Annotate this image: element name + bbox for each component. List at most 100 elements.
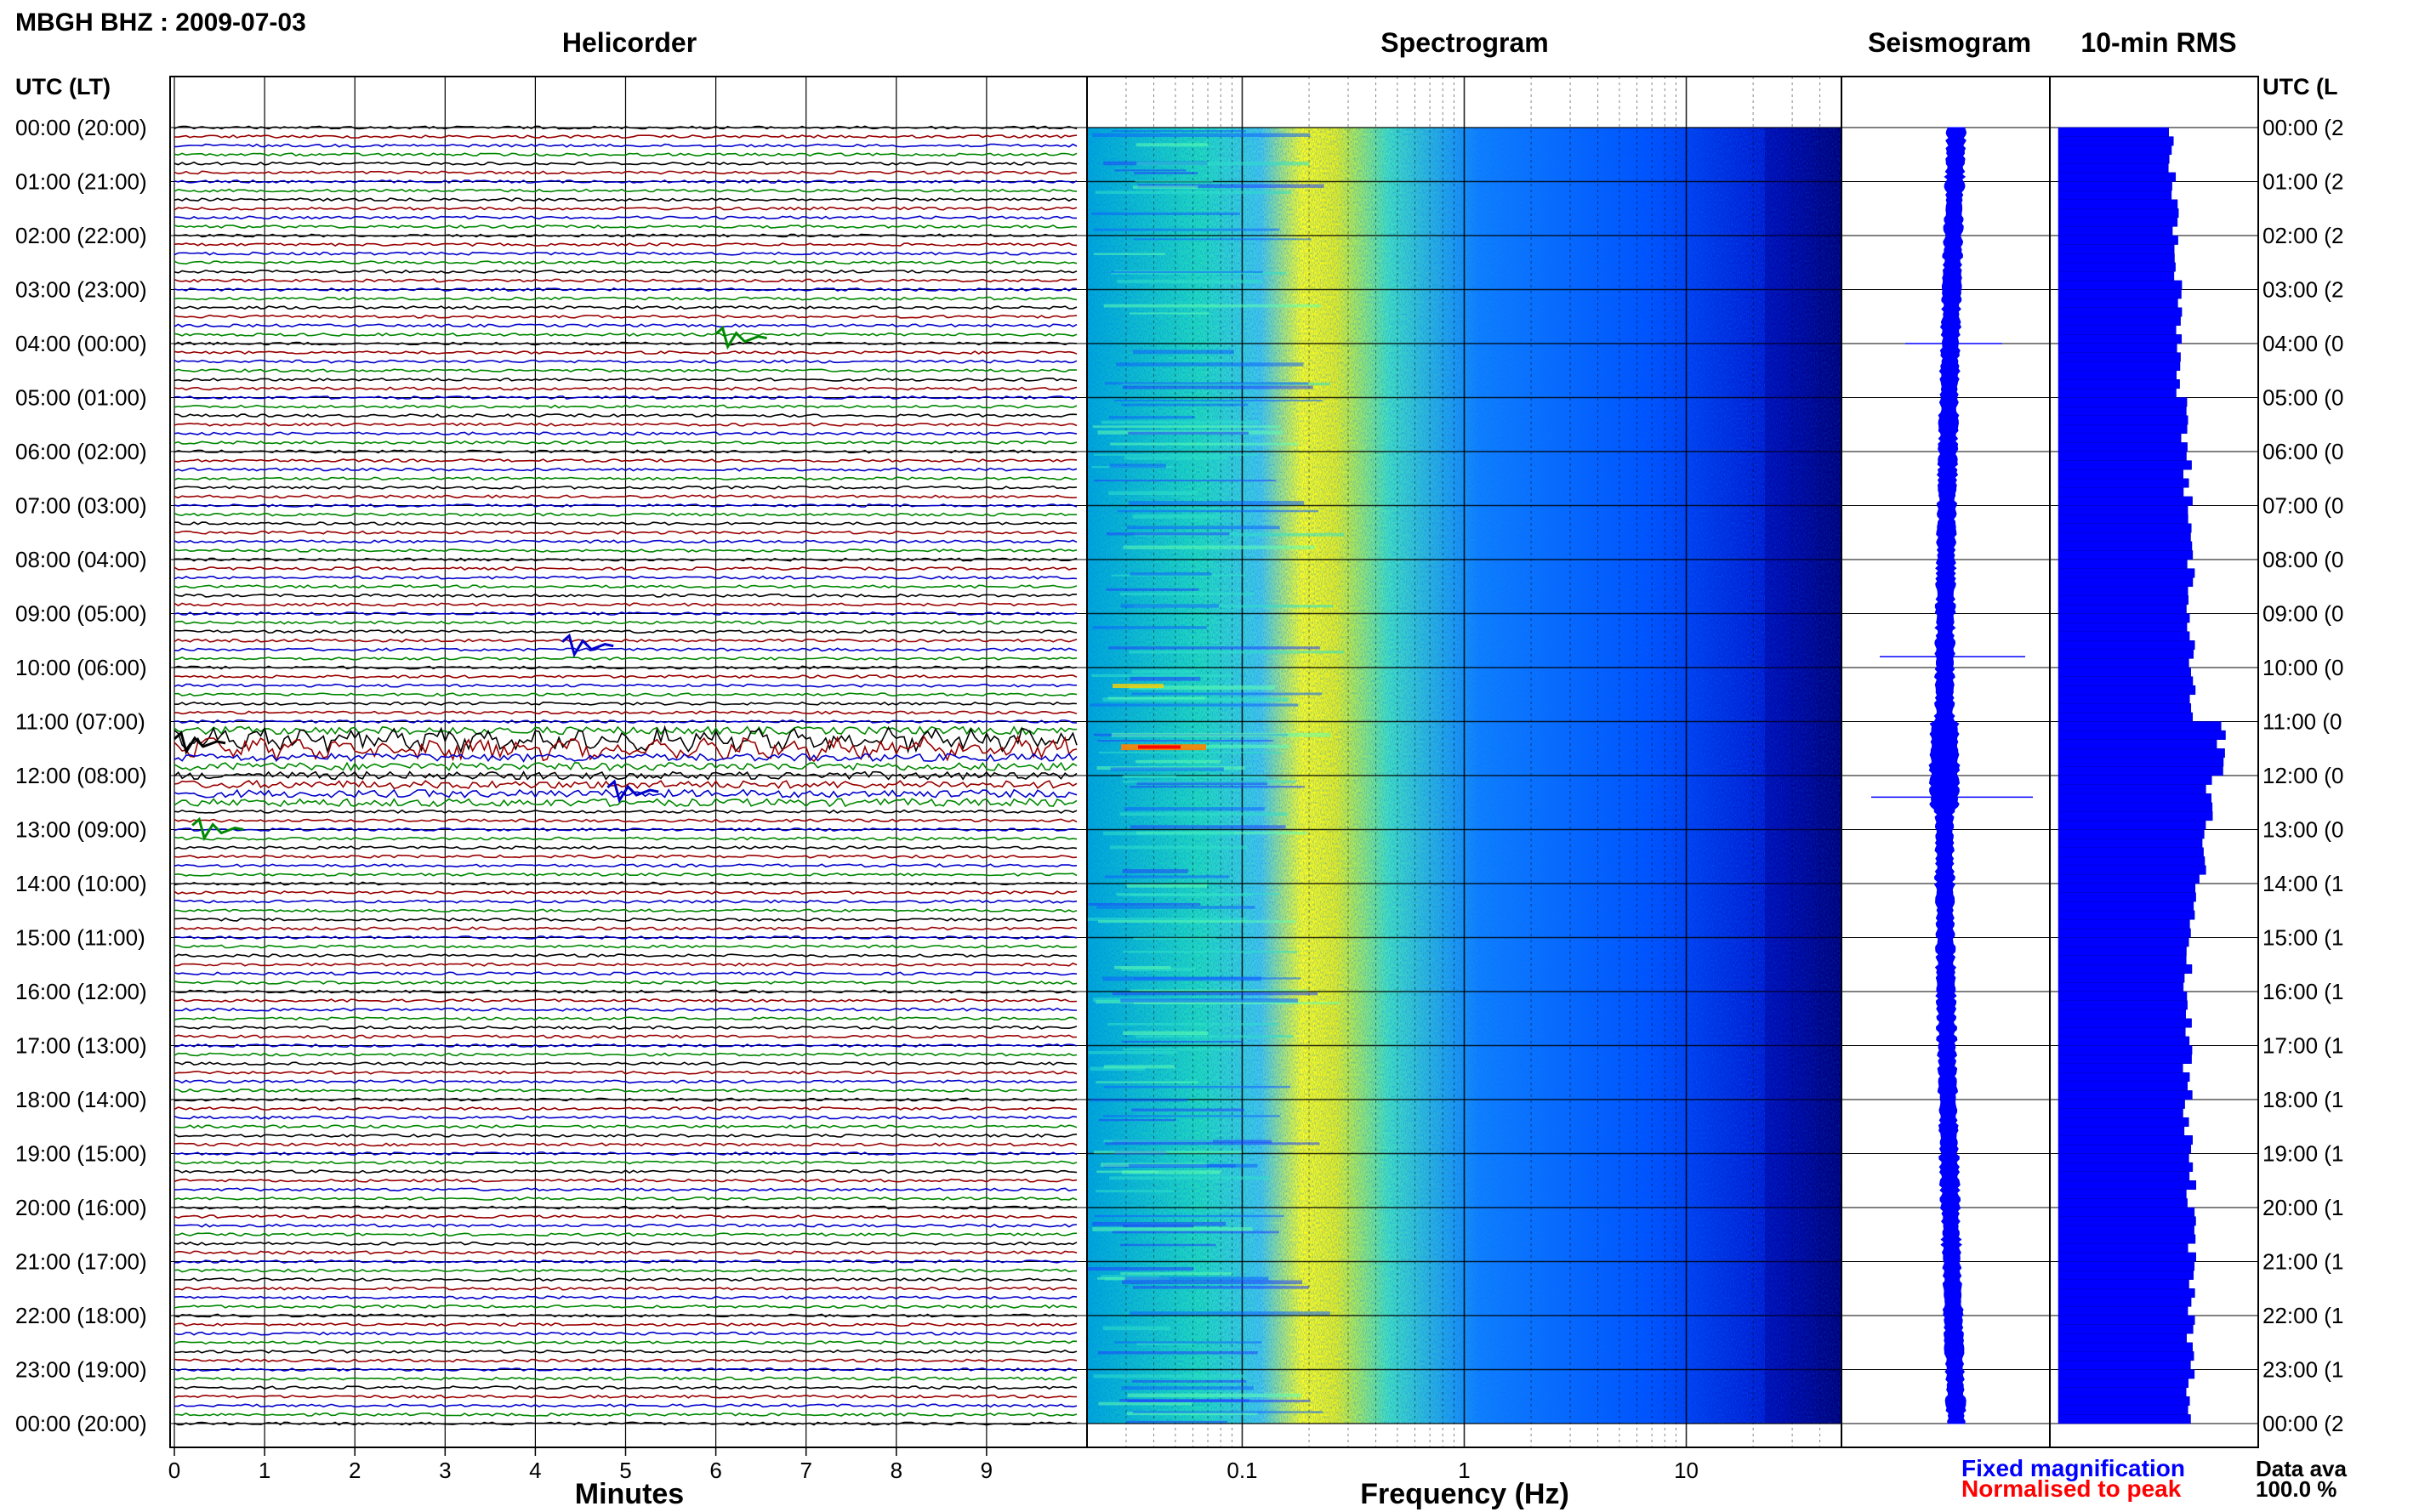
spectrogram-streak (1111, 732, 1331, 737)
spectrogram-streak (1130, 786, 1305, 788)
spectrogram-streak (1108, 416, 1195, 419)
spectrogram-streak (1092, 1221, 1227, 1226)
helicorder-trace (174, 863, 1078, 868)
axis-ticks: 0 1 2 3 4 5 6 7 8 9 0.1 1 10 (168, 1447, 1699, 1483)
spectrogram-streak (1093, 1374, 1246, 1378)
spectrogram-streak (1129, 501, 1305, 505)
spectrogram-streak (1102, 1326, 1170, 1331)
spectrogram-streak (1093, 253, 1166, 255)
spectrogram-streak (1129, 651, 1344, 654)
minute-tick-label: 8 (891, 1458, 902, 1483)
spectrogram-streak (1103, 1115, 1281, 1117)
helicorder-trace (174, 1286, 1078, 1291)
utc-time-label-right: 21:00 (1 (2262, 1249, 2343, 1275)
helicorder-trace (174, 881, 1078, 886)
spectrogram-streak (1133, 1002, 1340, 1004)
spectrogram-streak (1092, 425, 1280, 429)
spectrogram-streak (1132, 514, 1221, 519)
helicorder-trace (174, 1232, 1078, 1237)
helicorder-trace (174, 1358, 1078, 1363)
helicorder-trace (174, 1151, 1078, 1156)
spectrogram-streak (1130, 572, 1212, 576)
helicorder-trace (174, 836, 1078, 841)
helicorder-trace (174, 1412, 1078, 1417)
spectrogram-streak (1095, 190, 1292, 194)
spectrogram-streak (1119, 1399, 1249, 1402)
spectrogram-streak (1121, 1386, 1254, 1390)
helicorder-trace (174, 512, 1077, 517)
spectrogram-streak (1121, 967, 1195, 972)
minute-tick-label: 1 (259, 1458, 270, 1483)
spectrogram-streak (1132, 350, 1234, 355)
helicorder-trace (174, 926, 1078, 931)
helicorder-trace (174, 710, 1078, 715)
spectrogram-streak (1116, 892, 1280, 895)
spectrogram-features (1087, 128, 1841, 1424)
utc-time-label-right: 16:00 (1 (2262, 979, 2343, 1004)
helicorder-trace (174, 359, 1078, 364)
helicorder-event (174, 730, 226, 755)
helicorder-trace (174, 962, 1078, 967)
utc-time-label: 08:00 (04:00) (15, 547, 147, 572)
helicorder-trace (174, 1106, 1077, 1111)
helicorder-trace (174, 908, 1078, 913)
helicorder-trace (174, 770, 1078, 781)
helicorder-trace (174, 692, 1078, 697)
helicorder-trace (174, 657, 1078, 661)
minute-tick-label: 3 (439, 1458, 451, 1483)
spectrogram-streak (1104, 1085, 1291, 1089)
spectrogram-streak (1090, 1098, 1188, 1102)
helicorder-trace (174, 1340, 1078, 1345)
helicorder-trace (174, 386, 1078, 391)
spectrogram-streak (1098, 751, 1282, 753)
helicorder-trace (174, 260, 1078, 265)
minute-tick-label: 7 (800, 1458, 811, 1483)
spectrogram-streak (1136, 1035, 1294, 1038)
helicorder-trace (174, 314, 1078, 319)
spectrogram-streak (1096, 1190, 1175, 1193)
helicorder-trace (174, 215, 1078, 220)
utc-time-label: 18:00 (14:00) (15, 1087, 147, 1112)
utc-time-label: 11:00 (07:00) (15, 709, 145, 735)
spectrogram-streak (1129, 685, 1275, 690)
helicorder-event (191, 816, 244, 842)
spectrogram-streak (1127, 1393, 1301, 1398)
spectrogram-streak (1120, 998, 1299, 1003)
spectrogram-streak (1134, 532, 1345, 537)
spectrogram-streak (1111, 270, 1263, 273)
helicorder-trace (174, 989, 1078, 994)
utc-time-label: 00:00 (20:00) (15, 1411, 147, 1436)
helicorder-trace (174, 125, 1078, 130)
spectrogram-streak (1136, 781, 1267, 786)
spectrogram-streak (1117, 279, 1262, 284)
helicorder-trace (174, 1061, 1078, 1066)
spectrogram-streak (1114, 965, 1171, 969)
utc-time-label: 20:00 (16:00) (15, 1195, 147, 1220)
helicorder-trace (174, 305, 1078, 310)
utc-time-label: 00:00 (20:00) (15, 115, 147, 140)
spectrogram-streak (1098, 920, 1296, 924)
helicorder-trace (174, 395, 1078, 401)
spectrogram-title: Spectrogram (1380, 27, 1548, 58)
spectrogram-streak (1136, 162, 1310, 166)
helicorder-trace (174, 377, 1078, 382)
spectrogram-streak (1098, 1351, 1258, 1355)
helicorder-trace (174, 1079, 1078, 1084)
minute-tick-label: 5 (619, 1458, 631, 1483)
helicorder-trace (174, 269, 1078, 274)
spectrogram-streak (1129, 312, 1210, 315)
utc-time-label: 15:00 (11:00) (15, 925, 145, 951)
right-time-labels: 00:00 (2 01:00 (2 02:00 (2 03:00 (2 04:00 (0… (2262, 115, 2343, 1436)
frequency-axis-label: Frequency (Hz) (1360, 1478, 1569, 1510)
spectrogram-streak (1090, 1066, 1146, 1071)
helicorder-trace (174, 845, 1078, 850)
spectrogram-streak (1120, 1243, 1216, 1247)
helicorder-trace (174, 1295, 1078, 1300)
spectrogram-streak (1121, 1280, 1303, 1285)
spectrogram-streak (1131, 669, 1196, 674)
spectrogram-streak (1132, 1411, 1323, 1413)
minutes-axis-label: Minutes (575, 1478, 684, 1510)
helicorder-trace (174, 1142, 1078, 1147)
spectrogram-streak (1091, 212, 1240, 215)
spectrogram-streak (1122, 1170, 1221, 1174)
